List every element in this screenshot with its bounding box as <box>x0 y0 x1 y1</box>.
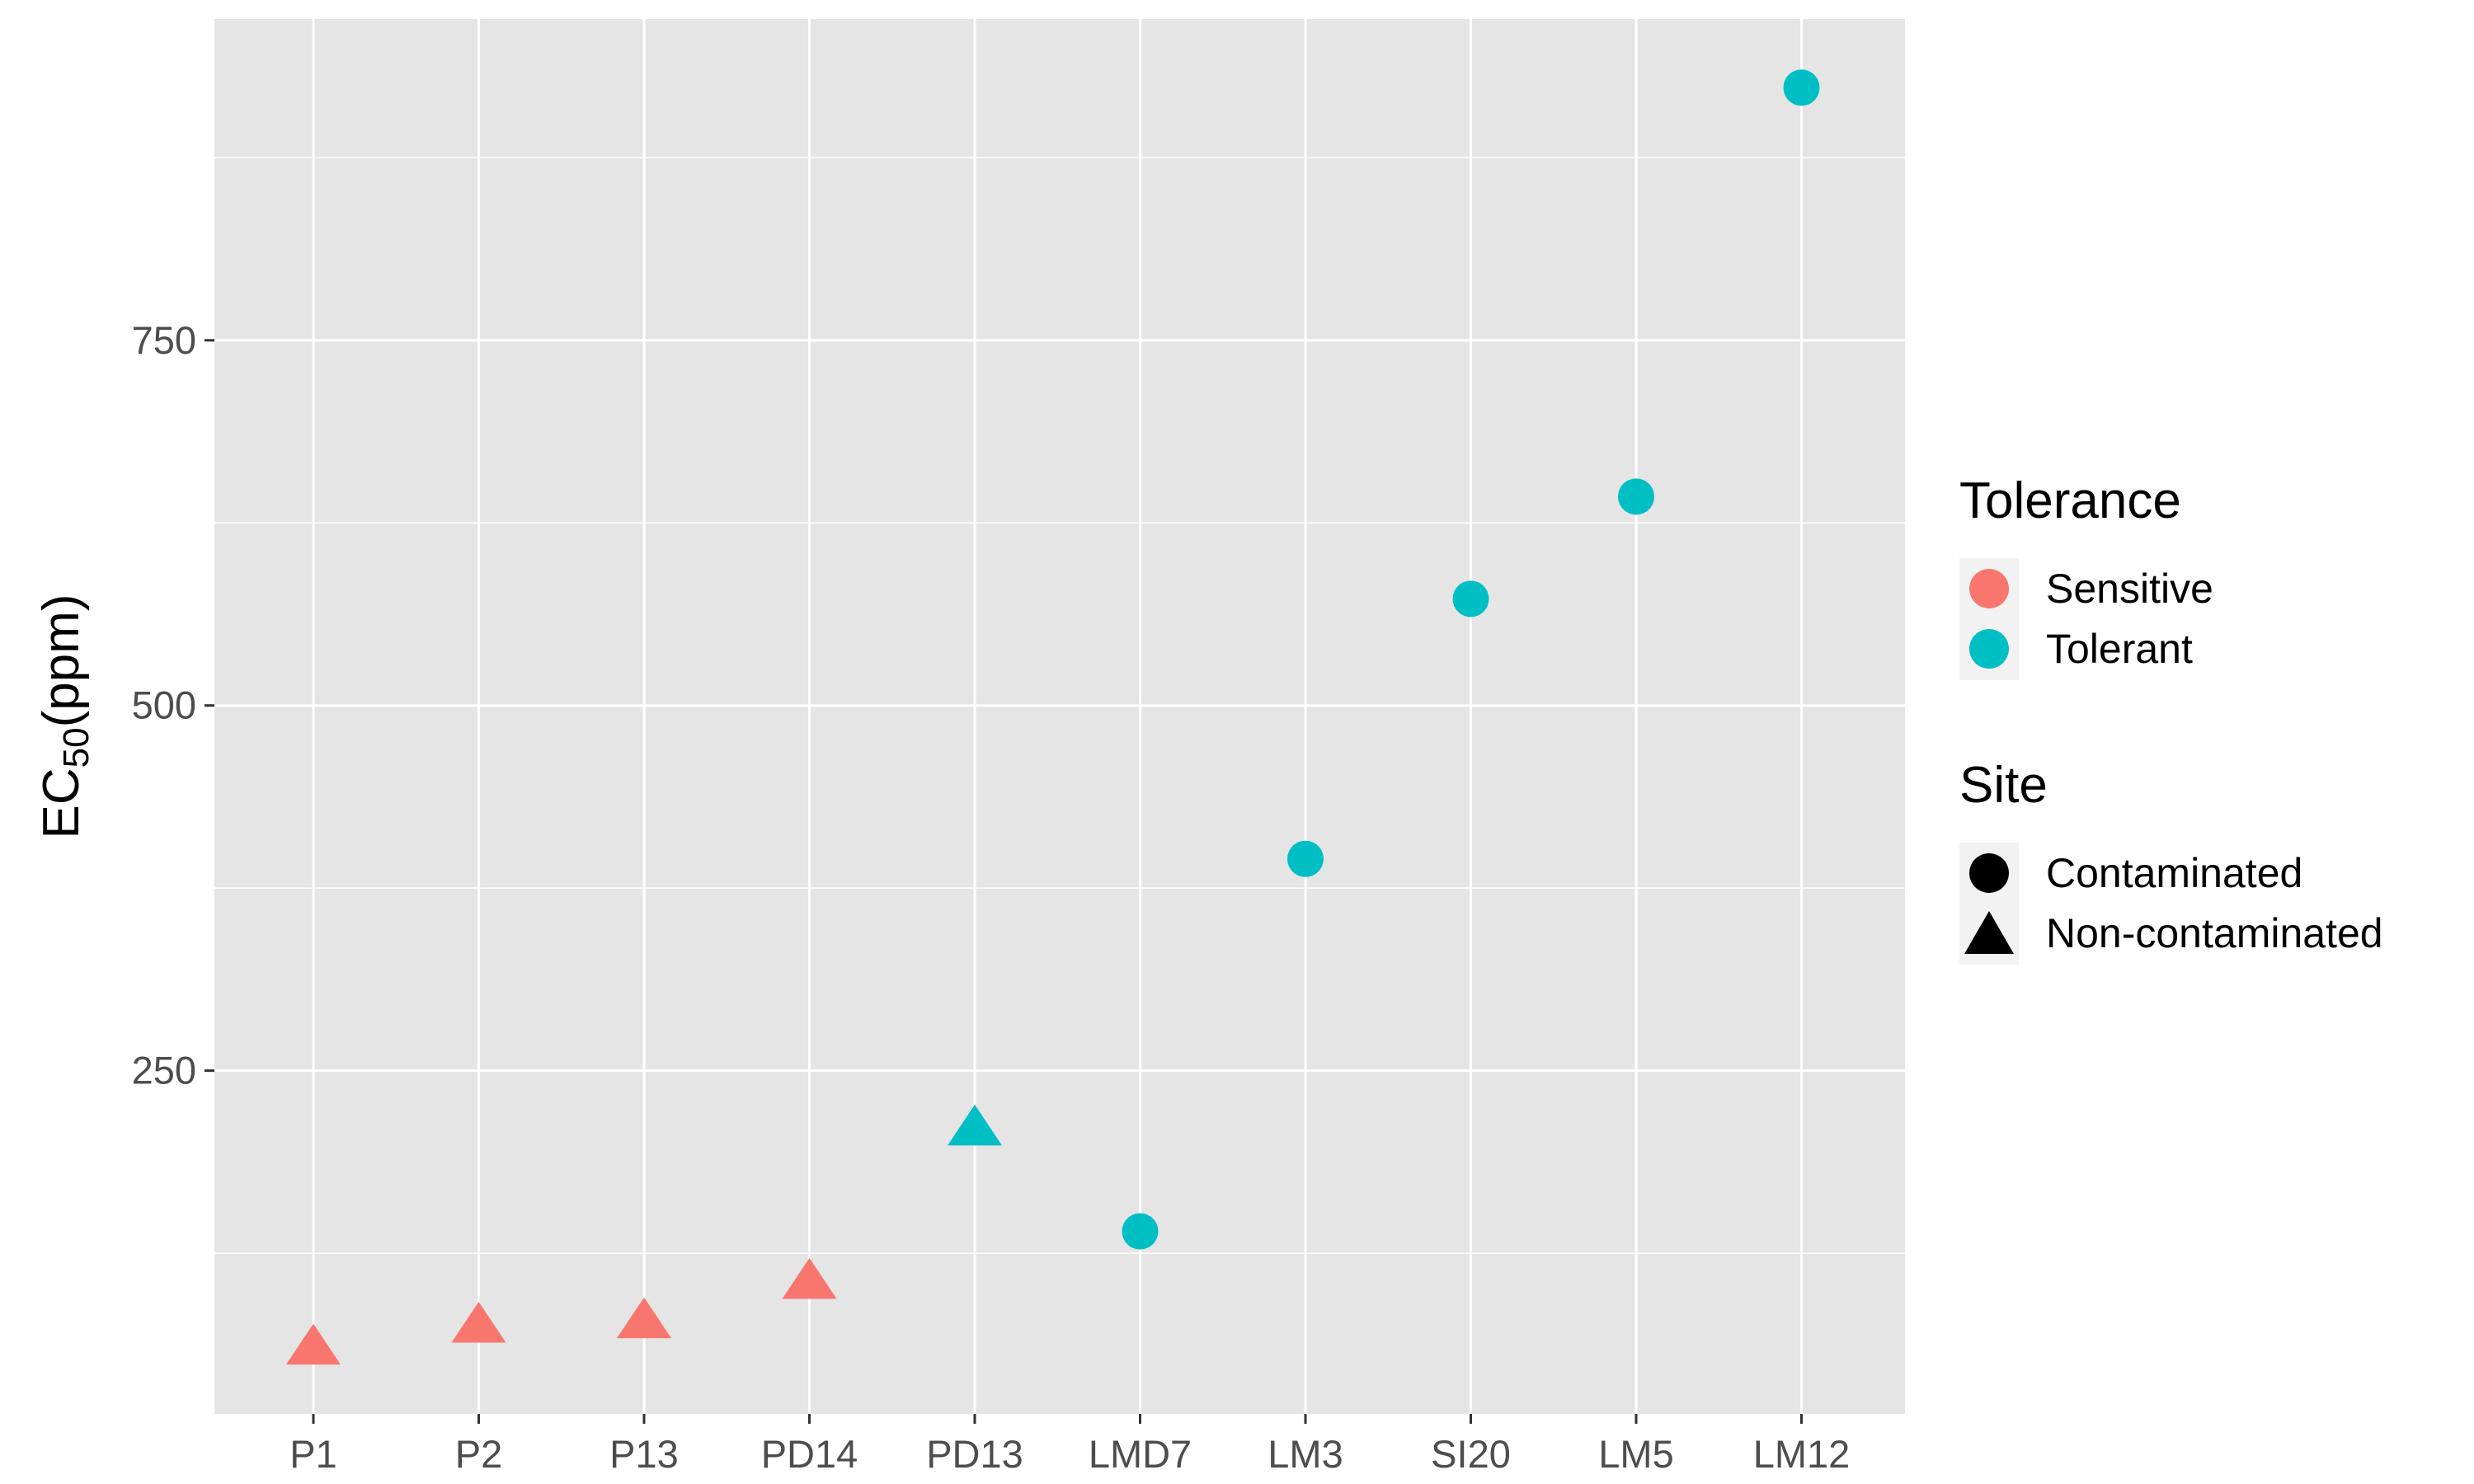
legend-key-sensitive <box>1969 569 2009 608</box>
x-tick-label-PD13: PD13 <box>926 1432 1023 1476</box>
data-point-si20 <box>1452 580 1489 618</box>
axis-ticks <box>205 339 1803 1424</box>
x-tick-label-PD14: PD14 <box>761 1432 858 1476</box>
grid-major <box>214 19 1905 1414</box>
y-tick-label-500: 500 <box>132 683 196 727</box>
x-tick-label-LM3: LM3 <box>1268 1432 1343 1476</box>
x-tick-label-LM5: LM5 <box>1598 1432 1673 1476</box>
data-point-lm3 <box>1287 840 1324 877</box>
data-points <box>286 69 1820 1365</box>
legend-key-tolerant <box>1969 629 2009 669</box>
data-point-lmd7 <box>1122 1213 1159 1250</box>
data-point-p13 <box>617 1297 671 1339</box>
plot-panel <box>214 19 1905 1414</box>
data-point-pd14 <box>782 1257 837 1299</box>
legend-label-contaminated: Contaminated <box>2046 850 2302 896</box>
legend-title-site: Site <box>1959 757 2048 814</box>
grid-minor <box>214 157 1905 1254</box>
legend: Tolerance Sensitive Tolerant Site Contam… <box>1959 472 2383 965</box>
y-axis-title: EC50(ppm) <box>33 594 96 839</box>
x-tick-label-P13: P13 <box>609 1432 679 1476</box>
x-tick-label-LM12: LM12 <box>1753 1432 1851 1476</box>
legend-label-sensitive: Sensitive <box>2046 566 2213 612</box>
y-axis-title-suffix: (ppm) <box>33 594 90 728</box>
y-axis-title-subscript: 50 <box>56 727 96 768</box>
legend-key-contaminated <box>1969 853 2009 893</box>
data-point-lm12 <box>1783 69 1820 106</box>
legend-label-tolerant: Tolerant <box>2046 626 2193 672</box>
x-tick-label-P1: P1 <box>289 1432 337 1476</box>
x-tick-label-P2: P2 <box>455 1432 503 1476</box>
legend-label-non-contaminated: Non-contaminated <box>2046 910 2383 956</box>
y-tick-label-750: 750 <box>132 318 196 362</box>
data-point-p1 <box>286 1323 341 1365</box>
legend-key-non-contaminated <box>1964 911 2014 954</box>
y-axis-title-main: EC <box>33 768 90 838</box>
legend-title-tolerance: Tolerance <box>1959 472 2181 529</box>
x-tick-label-SI20: SI20 <box>1431 1432 1511 1476</box>
y-tick-label-250: 250 <box>132 1049 196 1092</box>
data-point-pd13 <box>948 1104 1002 1146</box>
x-tick-label-LMD7: LMD7 <box>1089 1432 1192 1476</box>
data-point-lm5 <box>1618 478 1654 515</box>
data-point-p2 <box>451 1301 506 1343</box>
